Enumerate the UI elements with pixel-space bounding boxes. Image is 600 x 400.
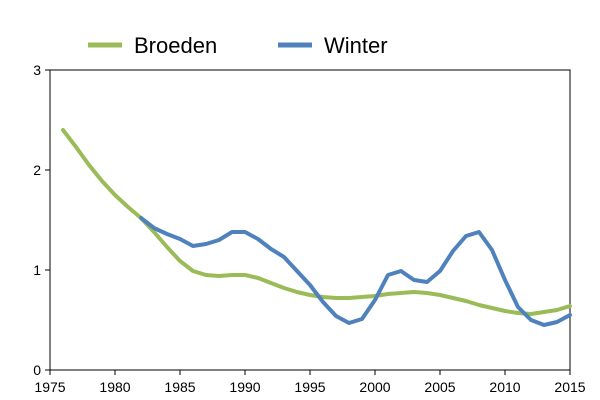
x-tick-label: 2005 <box>424 379 455 395</box>
series-line-winter <box>139 216 572 327</box>
y-tick-label: 1 <box>33 262 41 278</box>
x-tick-label: 1990 <box>229 379 260 395</box>
axes: 0 1 2 3 1975 1980 1985 1990 1995 2000 2005 2010 2015 <box>33 62 586 395</box>
x-tick-label: 1975 <box>34 379 65 395</box>
x-tick-label: 1985 <box>164 379 195 395</box>
legend-label-winter: Winter <box>324 33 388 58</box>
series-layer <box>61 128 572 327</box>
x-tick-label: 2010 <box>489 379 520 395</box>
x-tick-label: 2015 <box>554 379 585 395</box>
y-tick-label: 3 <box>33 62 41 78</box>
series-line-broeden <box>61 128 572 316</box>
legend-label-broeden: Broeden <box>134 33 217 58</box>
x-tick-label: 2000 <box>359 379 390 395</box>
y-tick-label: 2 <box>33 162 41 178</box>
legend: Broeden Winter <box>88 33 388 58</box>
y-tick-label: 0 <box>33 362 41 378</box>
x-tick-label: 1995 <box>294 379 325 395</box>
x-tick-label: 1980 <box>99 379 130 395</box>
plot-area-frame <box>49 69 571 371</box>
